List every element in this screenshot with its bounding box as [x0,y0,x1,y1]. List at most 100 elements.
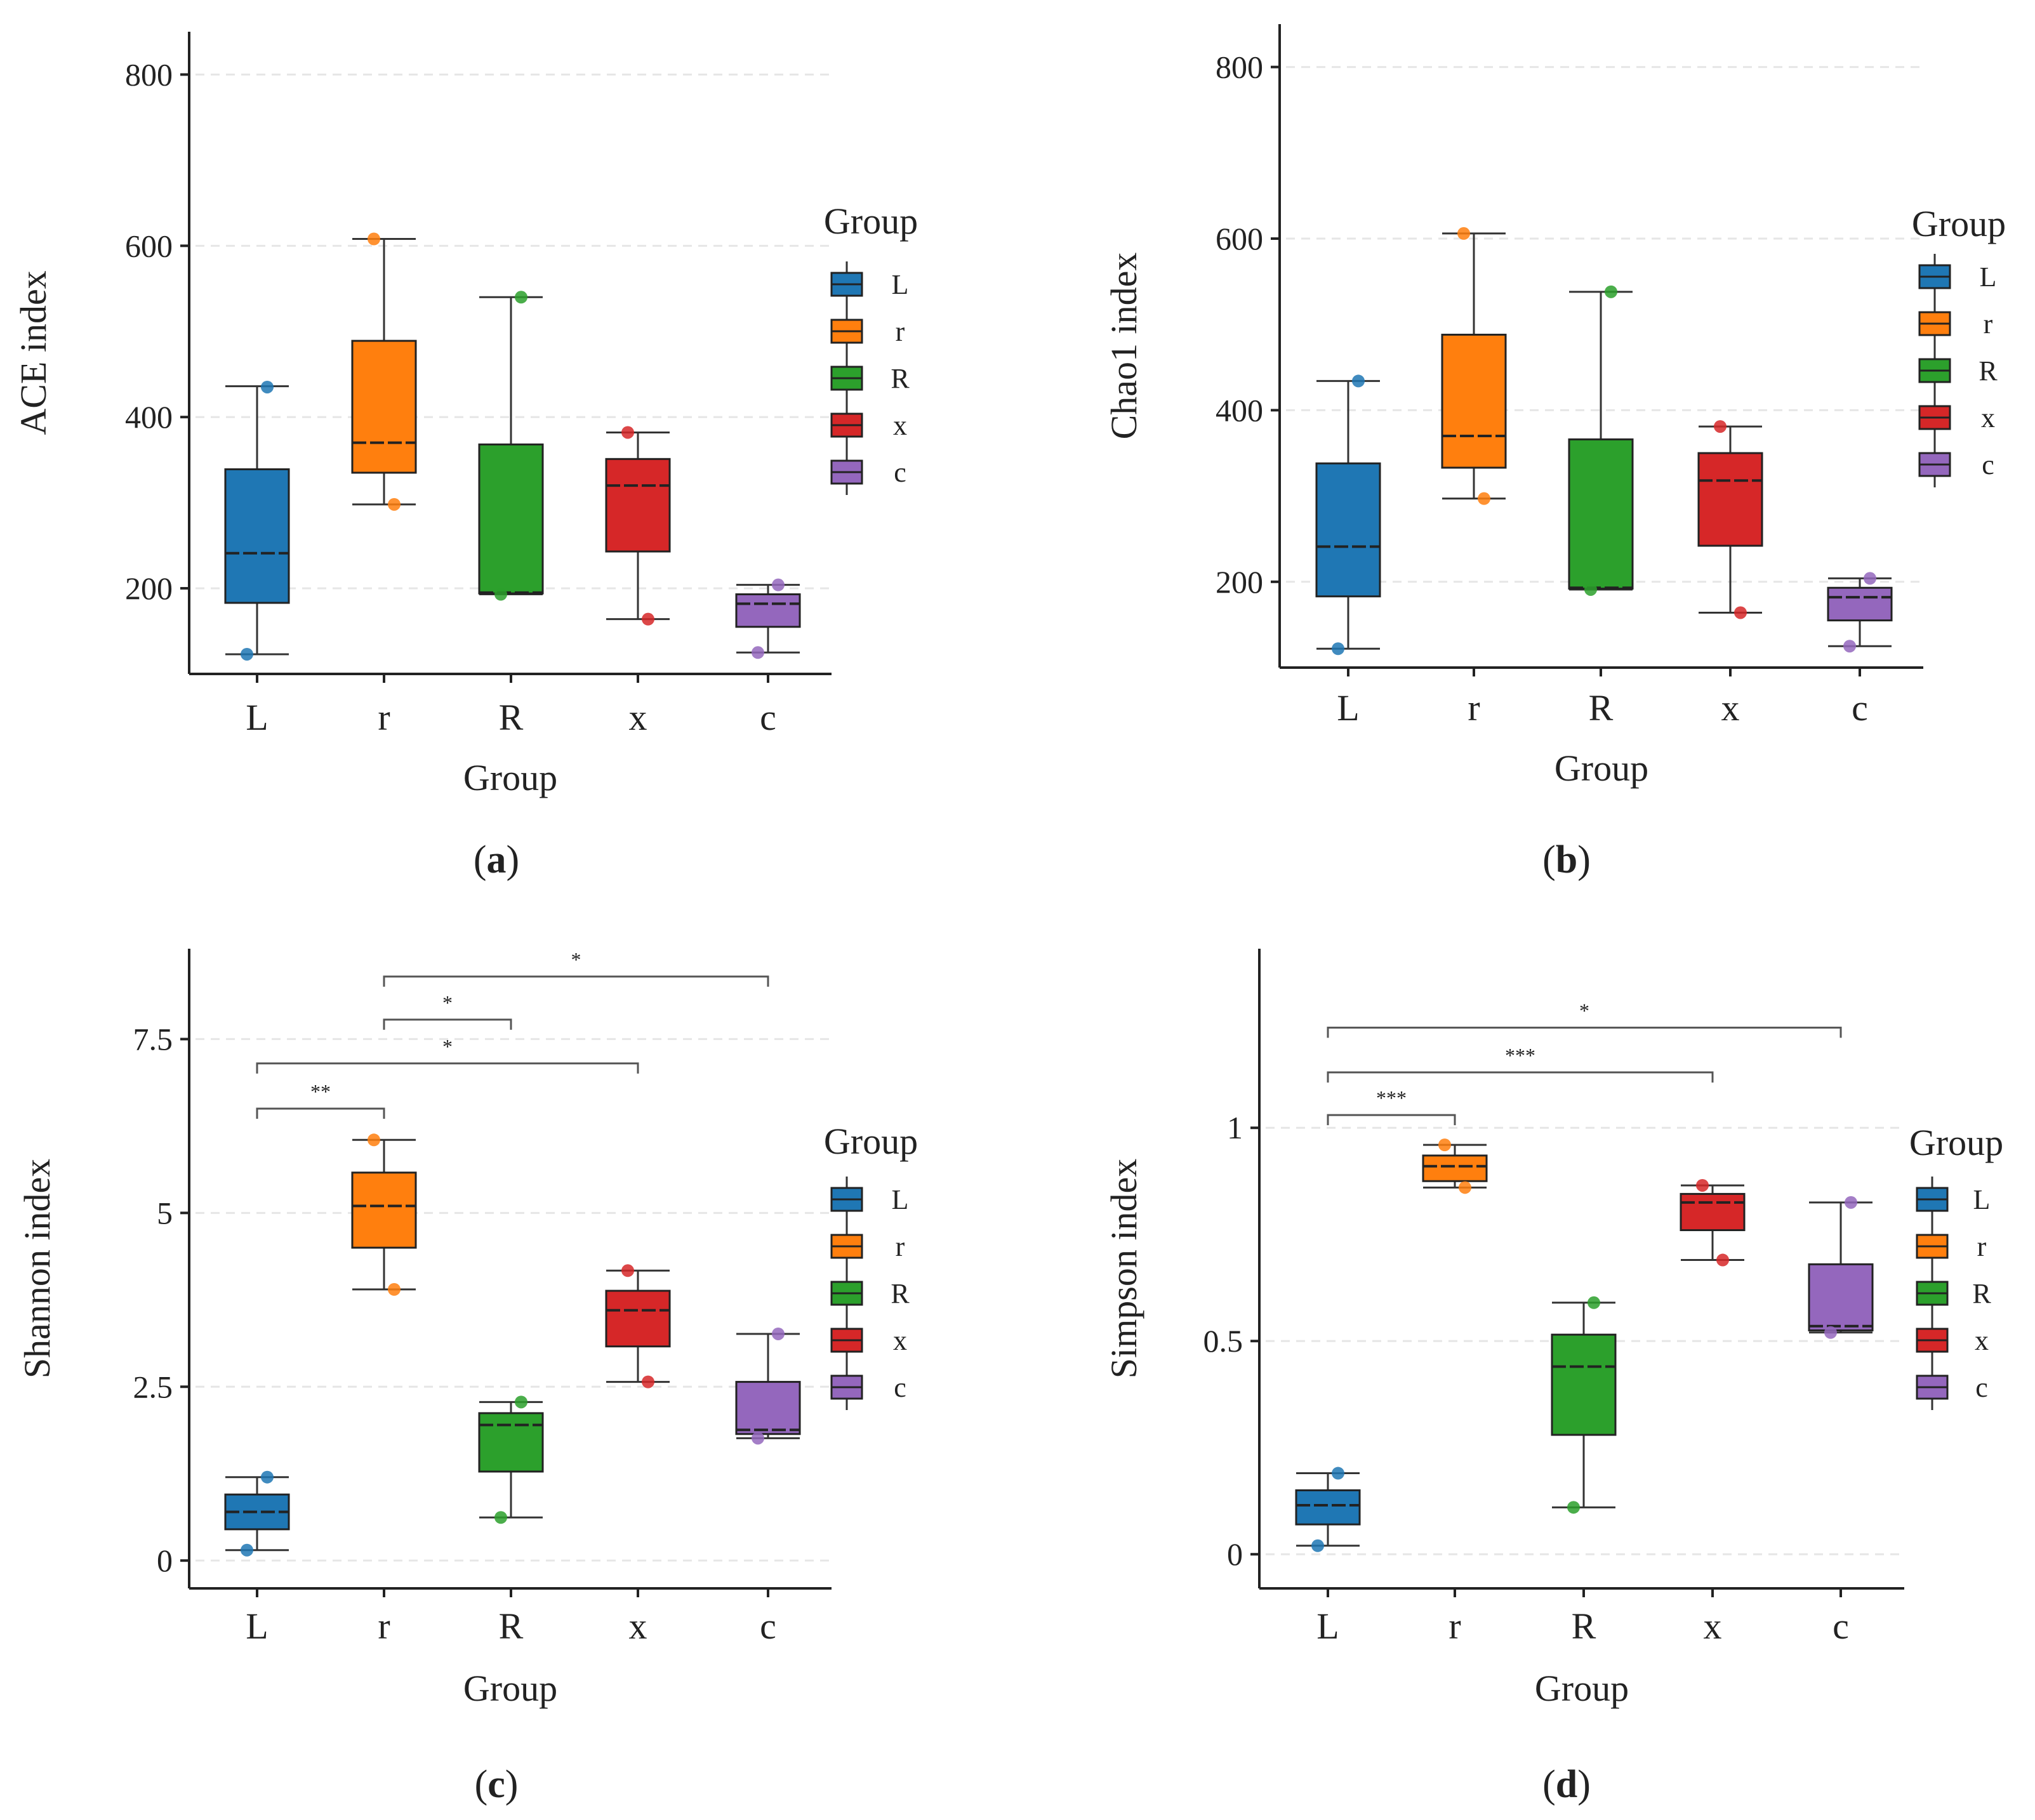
data-point [1824,1326,1837,1339]
y-tick-label: 0 [157,1543,173,1578]
legend-title: Group [824,1121,918,1162]
data-point [772,578,785,591]
legend-key-L: L [1916,1184,1990,1215]
legend-label: R [891,1278,910,1309]
legend-key-c: c [830,457,906,488]
panel-label: (a) [474,838,519,881]
y-tick-label: 200 [125,570,173,606]
data-point [752,1432,764,1445]
legend-key-r: r [830,316,905,347]
y-axis-title: ACE index [13,270,54,435]
legend-key-r: r [1916,1231,1987,1262]
box-body [224,468,290,604]
data-point [1584,583,1597,596]
data-point [1864,572,1876,585]
data-point [1605,285,1617,298]
legend-label: r [896,1231,905,1262]
box-r [1422,1138,1488,1194]
bracket-line [256,1107,385,1119]
legend-key-R: R [830,1278,910,1309]
panel-letter: d [1556,1763,1577,1806]
x-tick-label: L [1337,687,1359,729]
data-point [752,646,764,659]
data-point [1734,606,1747,619]
legend-label: c [894,1372,906,1403]
y-tick-label: 400 [125,399,173,435]
legend-key-R: R [830,363,910,394]
data-point [494,1511,507,1524]
data-point [1843,640,1856,653]
x-axis-title: Group [1535,1668,1629,1709]
legend-label: r [1984,308,1993,340]
box-body [1441,333,1507,469]
x-tick-label: R [499,697,524,738]
legend-label: L [892,1184,909,1215]
y-tick-label: 5 [157,1195,173,1230]
panel-letter: c [487,1763,505,1806]
legend-label: R [1979,355,1998,386]
bracket-line [1327,1071,1714,1083]
legend-label: r [1977,1231,1987,1262]
box-L [1315,374,1381,656]
box-body [1315,462,1381,598]
data-point [241,647,253,661]
box-L [1295,1467,1361,1552]
legend-key-x: x [1916,1325,1989,1356]
legend-label: L [1980,261,1997,293]
x-tick-label: x [1704,1606,1722,1647]
data-point [1438,1138,1451,1152]
data-point [1567,1501,1580,1514]
box-x [1697,420,1763,619]
legend-key-x: x [830,410,907,441]
x-tick-label: c [1833,1606,1849,1647]
data-point [494,588,507,601]
box-body [1808,1263,1874,1331]
box-c [1827,572,1893,653]
significance-label: * [442,1035,453,1058]
legend-label: L [892,269,909,300]
x-tick-label: c [1852,687,1868,729]
significance-label: *** [1376,1086,1407,1109]
significance-bracket: ** [256,1080,385,1119]
y-tick-label: 2.5 [133,1369,173,1404]
x-tick-label: x [1721,687,1740,729]
legend-key-R: R [1918,355,1998,386]
bracket-line [383,975,769,987]
data-point [261,1470,274,1484]
legend-label: c [894,457,906,488]
legend-key-r: r [830,1231,905,1262]
x-tick-label: L [246,697,268,738]
y-axis-title: Simpson index [1103,1159,1144,1378]
significance-label: * [571,948,581,971]
legend-key-L: L [830,269,909,300]
legend-key-x: x [830,1325,907,1356]
legend-label: x [893,410,907,441]
box-body [1568,438,1634,590]
bracket-line [383,1019,512,1030]
legend-title: Group [1912,203,2006,244]
data-point [642,1375,654,1388]
panel-label: (d) [1542,1763,1591,1806]
y-tick-label: 200 [1216,564,1263,600]
data-point [1459,1181,1471,1194]
legend-key-c: c [830,1372,906,1403]
bracket-line [256,1062,639,1074]
box-R [1568,285,1634,596]
bracket-line [1327,1114,1456,1126]
y-tick-label: 600 [1216,221,1263,256]
significance-bracket: * [256,1035,639,1074]
legend-key-R: R [1916,1278,1991,1309]
legend-label: x [1975,1325,1989,1356]
data-point [772,1327,785,1340]
legend-label: R [1972,1278,1991,1309]
box-R [478,1395,544,1524]
data-point [1588,1296,1600,1309]
box-body [478,443,544,595]
legend-key-c: c [1916,1372,1988,1403]
